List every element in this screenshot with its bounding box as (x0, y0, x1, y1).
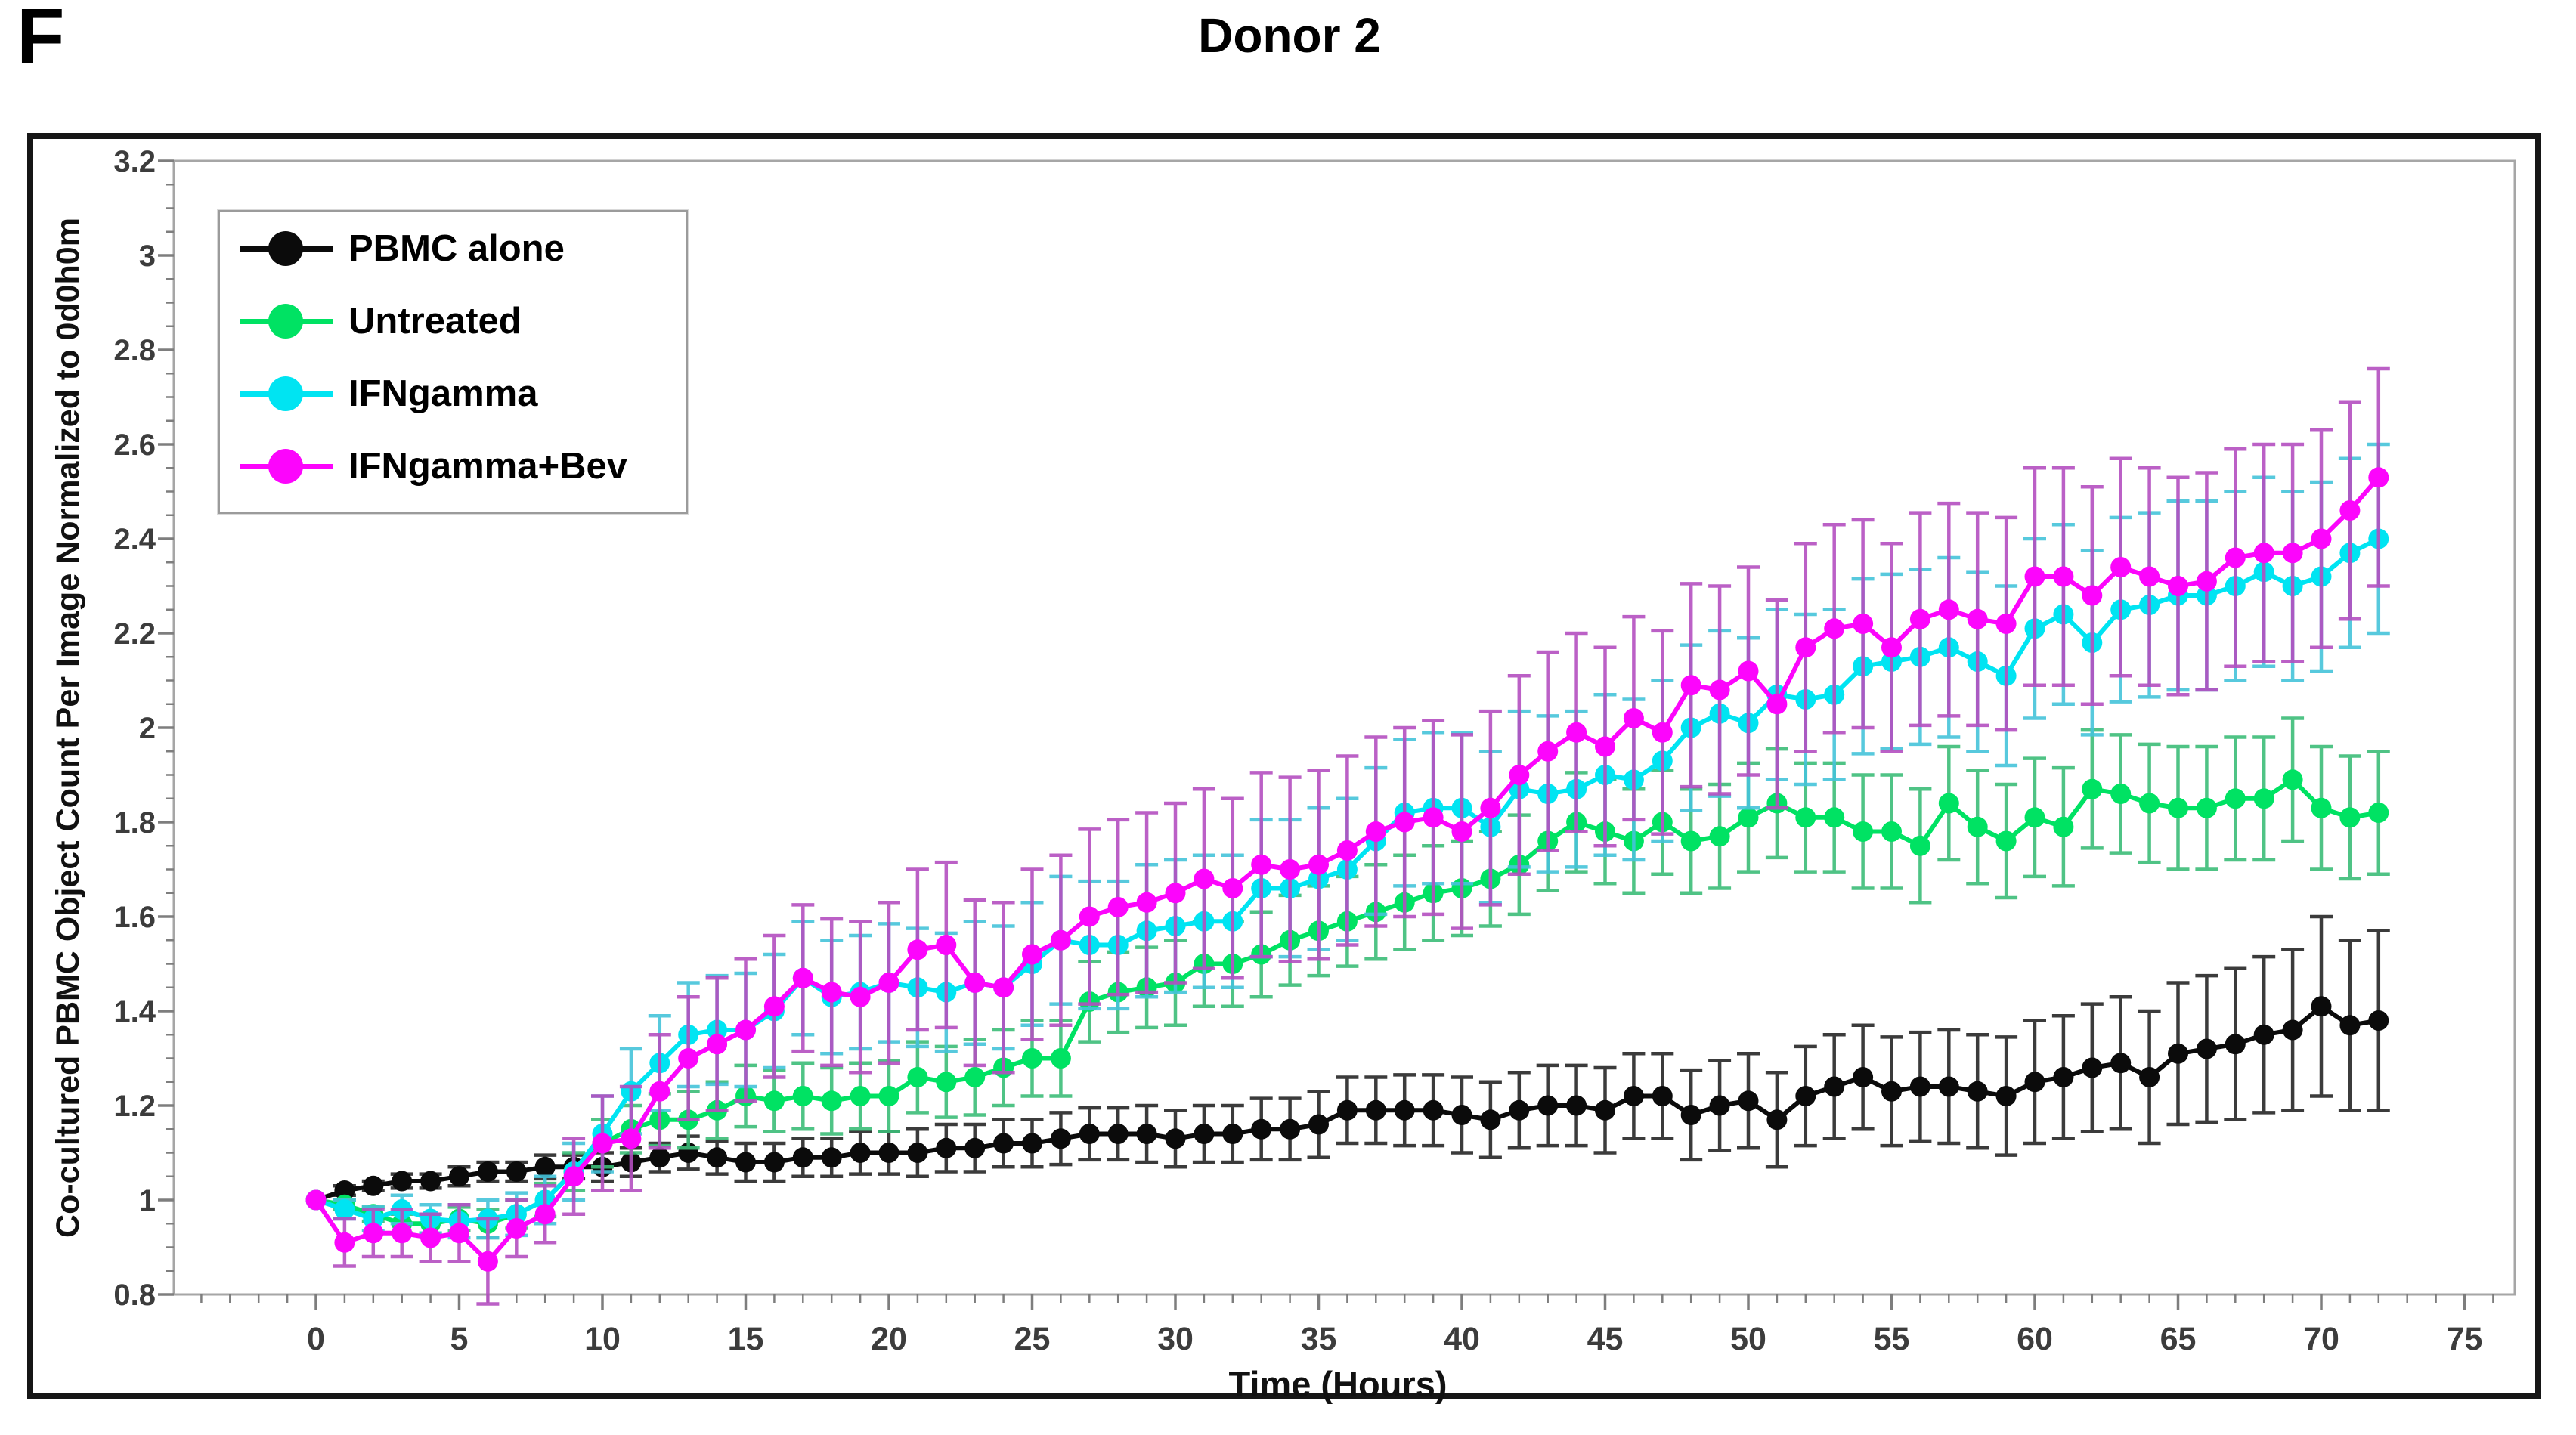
svg-text:3: 3 (139, 240, 156, 273)
svg-text:60: 60 (2017, 1321, 2053, 1357)
legend-box: PBMC alone Untreated IFNgamma IFNgamma+Bev (218, 210, 688, 514)
svg-text:2.2: 2.2 (113, 617, 156, 651)
svg-text:2.4: 2.4 (113, 523, 156, 556)
legend-marker-icon (240, 302, 333, 340)
legend-label: Untreated (348, 301, 522, 342)
legend-label: PBMC alone (348, 228, 565, 269)
svg-text:2.6: 2.6 (113, 428, 156, 462)
svg-text:1.6: 1.6 (113, 901, 156, 934)
legend-label: IFNgamma (348, 373, 538, 414)
svg-text:1.2: 1.2 (113, 1090, 156, 1123)
y-axis-tick-labels: 0.8 1 1.2 1.4 1.6 1.8 2 2.2 2.4 2.6 2.8 3 3.2 (113, 145, 156, 1312)
svg-text:75: 75 (2447, 1321, 2483, 1357)
x-axis-ticks (200, 1294, 2494, 1310)
svg-text:25: 25 (1014, 1321, 1051, 1357)
legend-marker-icon (240, 447, 333, 485)
svg-text:40: 40 (1444, 1321, 1480, 1357)
svg-text:10: 10 (584, 1321, 621, 1357)
svg-text:2: 2 (139, 712, 156, 745)
svg-text:30: 30 (1157, 1321, 1194, 1357)
legend-item-untreated: Untreated (220, 285, 686, 357)
panel-letter: F (17, 0, 67, 81)
svg-text:1: 1 (139, 1184, 156, 1217)
x-axis-tick-labels: 0 5 10 15 20 25 30 35 40 45 50 55 60 65 70 75 (307, 1321, 2482, 1357)
svg-text:3.2: 3.2 (113, 145, 156, 178)
svg-text:55: 55 (1874, 1321, 1910, 1357)
legend-label: IFNgamma+Bev (348, 446, 628, 487)
svg-text:35: 35 (1301, 1321, 1337, 1357)
chart-title: Donor 2 (1198, 8, 1381, 63)
svg-text:50: 50 (1730, 1321, 1766, 1357)
svg-text:65: 65 (2160, 1321, 2197, 1357)
x-axis-title: Time (Hours) (1229, 1364, 1447, 1404)
series-markers-0 (305, 996, 2389, 1211)
svg-text:0.8: 0.8 (113, 1279, 156, 1312)
legend-item-ifngamma: IFNgamma (220, 357, 686, 430)
svg-text:5: 5 (450, 1321, 469, 1357)
svg-text:1.4: 1.4 (113, 995, 156, 1028)
legend-item-ifngamma-bev: IFNgamma+Bev (220, 430, 686, 503)
svg-text:0: 0 (307, 1321, 325, 1357)
legend-marker-icon (240, 375, 333, 413)
error-bars-pbmc-alone (333, 914, 2390, 1197)
legend-item-pbmc-alone: PBMC alone (220, 212, 686, 285)
y-axis-title: Co-cultured PBMC Object Count Per Image … (50, 218, 86, 1238)
svg-text:70: 70 (2303, 1321, 2339, 1357)
svg-text:1.8: 1.8 (113, 806, 156, 840)
svg-text:45: 45 (1587, 1321, 1624, 1357)
svg-text:20: 20 (871, 1321, 907, 1357)
series-markers-3 (305, 467, 2389, 1272)
y-axis-ticks (158, 159, 174, 1296)
svg-text:2.8: 2.8 (113, 334, 156, 367)
legend-marker-icon (240, 230, 333, 268)
svg-text:15: 15 (728, 1321, 764, 1357)
